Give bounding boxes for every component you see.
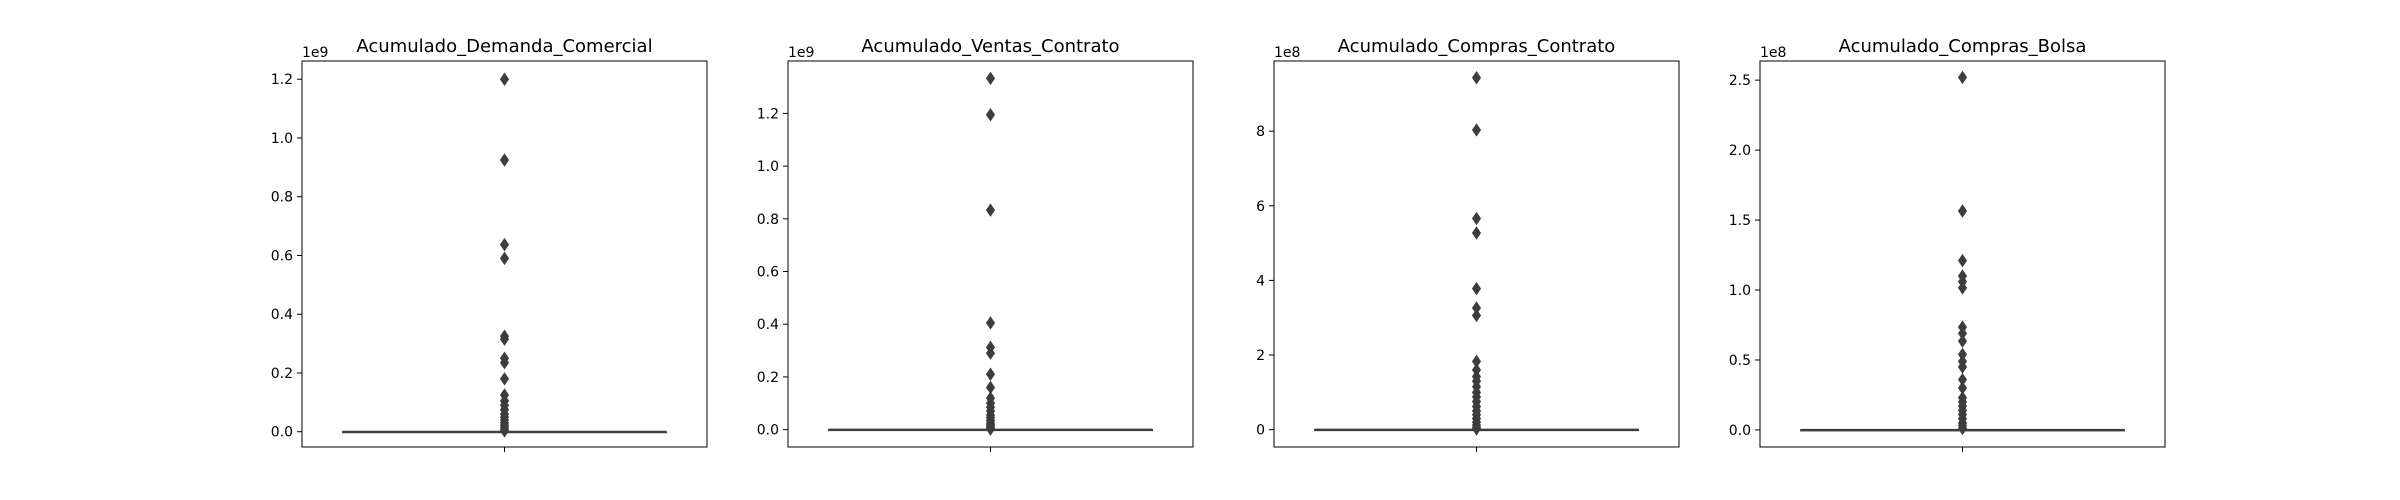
outlier-point [985, 203, 996, 217]
outlier-point [499, 237, 510, 252]
outlier-point [1957, 204, 1968, 218]
y-tick-label: 6 [1256, 199, 1265, 215]
y-tick-label: 0.2 [271, 366, 293, 382]
outlier-point [1471, 211, 1482, 226]
boxplot-panel-1: Acumulado_Demanda_Comercial 1e9 0.0 0.2 0.4 0… [271, 36, 708, 452]
axes-frame [787, 60, 1194, 448]
outlier-point [985, 367, 996, 382]
outlier-point [499, 355, 510, 370]
y-tick-label: 0.8 [757, 212, 779, 228]
outlier-point [985, 71, 996, 86]
y-tick-label: 0.0 [271, 425, 293, 441]
chart-title: Acumulado_Ventas_Contrato [861, 36, 1119, 57]
outlier-point [985, 346, 996, 360]
y-tick-label: 0.6 [271, 248, 293, 264]
y-tick-label: 0.6 [757, 265, 779, 281]
outlier-point [1957, 334, 1968, 348]
outlier-point [1471, 281, 1482, 296]
y-tick-label: 1.5 [1729, 213, 1751, 229]
y-tick-label: 0.4 [271, 307, 293, 323]
y-tick-label: 0.8 [271, 190, 293, 206]
boxplot-panel-4: Acumulado_Compras_Bolsa 1e8 0.0 0.5 1.0 1.5 2.… [1729, 36, 2166, 452]
outlier-point [985, 108, 996, 122]
axes-frame [1273, 60, 1680, 448]
outlier-point [1471, 71, 1482, 85]
y-tick-label: 0.5 [1729, 353, 1751, 369]
outlier-point [1471, 226, 1482, 240]
y-tick-label: 1.2 [271, 72, 293, 88]
outlier-point [1957, 253, 1968, 268]
outlier-point [1957, 70, 1968, 85]
axes-frame [301, 60, 708, 448]
axes-frame [1759, 60, 2166, 448]
outlier-point [1957, 421, 1968, 436]
outlier-point [1471, 123, 1482, 137]
chart-title: Acumulado_Compras_Contrato [1338, 36, 1616, 57]
y-tick-label: 1.2 [757, 106, 779, 122]
boxplot-panel-3: Acumulado_Compras_Contrato 1e8 0 2 4 6 8 [1256, 36, 1680, 452]
axis-offset-label: 1e9 [788, 45, 814, 61]
outlier-point [499, 153, 510, 167]
y-tick-label: 1.0 [757, 159, 779, 175]
chart-title: Acumulado_Compras_Bolsa [1839, 36, 2087, 57]
y-tick-label: 2.5 [1729, 73, 1751, 89]
y-tick-label: 4 [1256, 273, 1265, 289]
y-tick-label: 0.4 [757, 317, 779, 333]
axis-offset-label: 1e8 [1760, 45, 1786, 61]
outlier-point [499, 372, 510, 386]
y-tick-label: 0.0 [1729, 423, 1751, 439]
y-tick-label: 0.0 [757, 423, 779, 439]
outlier-point [499, 332, 510, 346]
y-tick-label: 0 [1256, 423, 1265, 439]
boxplot-panel-2: Acumulado_Ventas_Contrato 1e9 0.0 0.2 0.4 0.6… [757, 36, 1194, 452]
outlier-point [1957, 281, 1968, 295]
outlier-point [1471, 422, 1482, 436]
axis-offset-label: 1e8 [1274, 45, 1300, 61]
outlier-point [499, 424, 510, 438]
y-tick-label: 0.2 [757, 370, 779, 386]
y-tick-label: 2 [1256, 348, 1265, 364]
y-tick-label: 8 [1256, 124, 1265, 140]
axis-offset-label: 1e9 [302, 45, 328, 61]
outlier-point [985, 316, 996, 330]
outlier-point [499, 251, 510, 266]
y-tick-label: 2.0 [1729, 143, 1751, 159]
y-tick-label: 1.0 [271, 131, 293, 147]
outlier-point [499, 72, 510, 86]
chart-title: Acumulado_Demanda_Comercial [356, 36, 652, 57]
outlier-point [985, 422, 996, 436]
y-tick-label: 1.0 [1729, 283, 1751, 299]
outlier-point [1471, 308, 1482, 323]
